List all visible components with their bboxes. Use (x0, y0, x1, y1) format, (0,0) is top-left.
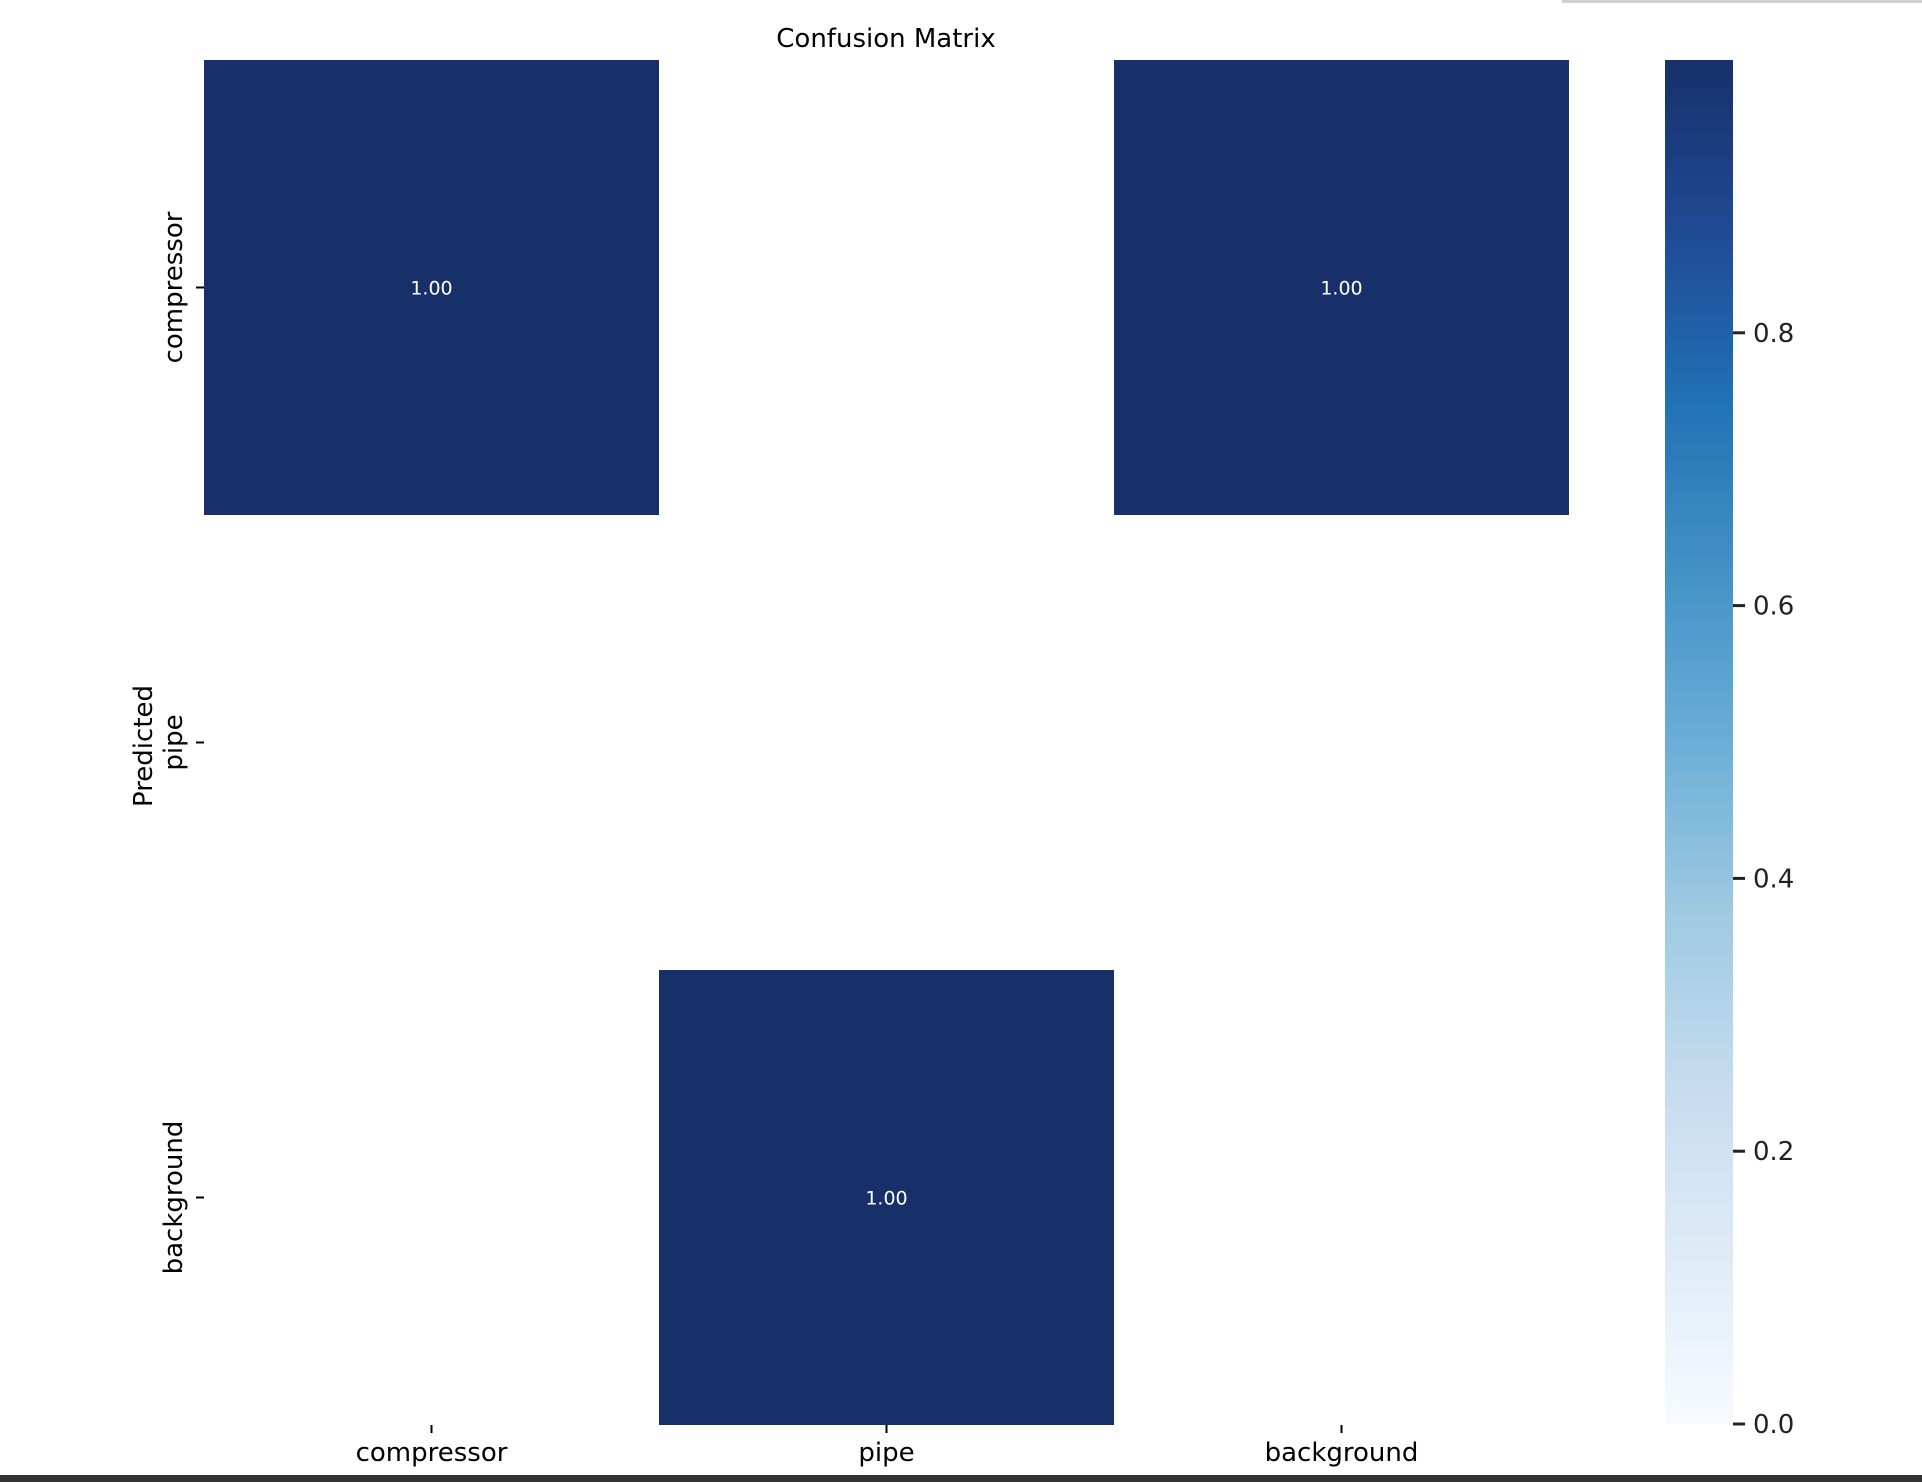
x-tick-label: background (1265, 1438, 1419, 1468)
colorbar-tick-label: 0.6 (1753, 592, 1794, 622)
x-tick-label: pipe (858, 1438, 914, 1468)
colorbar-gradient (1665, 60, 1733, 1424)
colorbar-tick-label: 0.8 (1753, 319, 1794, 349)
cell-annotation: 1.00 (410, 278, 452, 300)
colorbar-tick-label: 0.2 (1753, 1137, 1794, 1167)
y-axis: compressor pipe background (159, 211, 204, 1274)
window-edge (1562, 0, 1922, 3)
cell-annotation: 1.00 (1320, 278, 1362, 300)
x-tick-label: compressor (356, 1438, 508, 1468)
colorbar: 0.0 0.2 0.4 0.6 0.8 (1665, 60, 1794, 1440)
taskbar-edge (0, 1475, 1922, 1482)
colorbar-tick-label: 0.4 (1753, 864, 1794, 894)
y-tick-label: pipe (159, 714, 189, 770)
heatmap-cell-background-pipe (659, 970, 1114, 1425)
y-tick-label: background (159, 1121, 189, 1275)
heatmap-annotations: 1.00 1.00 1.00 (410, 278, 1362, 1210)
heatmap-cells (204, 60, 1569, 1425)
x-axis: compressor pipe background (356, 1425, 1419, 1468)
y-tick-label: compressor (159, 211, 189, 363)
heatmap-cell-compressor-background (1114, 60, 1569, 515)
cell-annotation: 1.00 (865, 1188, 907, 1210)
y-axis-label: Predicted (129, 685, 159, 807)
colorbar-tick-label: 0.0 (1753, 1410, 1794, 1440)
chart-title: Confusion Matrix (776, 24, 995, 54)
heatmap-cell-compressor-compressor (204, 60, 659, 515)
